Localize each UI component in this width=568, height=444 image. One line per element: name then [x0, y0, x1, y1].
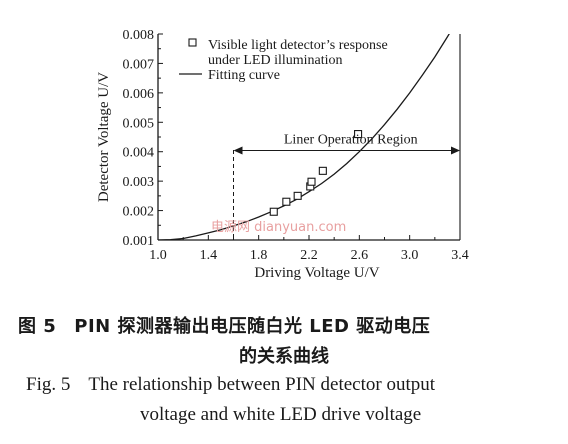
- y-tick-label: 0.005: [123, 116, 155, 131]
- region-arrow-left-head: [233, 146, 243, 155]
- data-point-square: [269, 207, 278, 216]
- caption-english-label: Fig. 5: [26, 374, 71, 395]
- x-tick-label: 1.0: [149, 248, 167, 263]
- y-tick-label: 0.008: [123, 28, 155, 43]
- x-tick-label: 3.4: [451, 248, 469, 263]
- data-point-square: [354, 130, 363, 139]
- data-point-square: [307, 177, 316, 186]
- x-tick-label: 2.6: [351, 248, 369, 263]
- caption-chinese-label: 图 5: [18, 316, 57, 337]
- y-axis-title: Detector Voltage U/V: [96, 72, 112, 202]
- x-axis-title: Driving Voltage U/V: [254, 265, 379, 281]
- data-point-square: [293, 191, 302, 200]
- x-tick-label: 2.2: [300, 248, 318, 263]
- detector-voltage-chart: Liner Operation Region Visible light det…: [96, 28, 469, 281]
- y-tick-label: 0.003: [123, 175, 155, 190]
- y-tick-label: 0.006: [123, 87, 155, 102]
- y-tick-label: 0.004: [123, 146, 155, 161]
- fitting-curve-line: [158, 34, 450, 240]
- legend-label-fit: Fitting curve: [208, 68, 280, 83]
- caption-english-line-1: Fig. 5 The relationship between PIN detec…: [26, 374, 566, 396]
- legend-square-marker: [188, 38, 197, 47]
- legend-label-points-line-2: under LED illumination: [208, 53, 343, 68]
- caption-english-text-1: The relationship between PIN detector ou…: [88, 374, 436, 395]
- caption-chinese-text-1: PIN 探测器输出电压随白光 LED 驱动电压: [74, 316, 431, 337]
- legend-label-points-line-1: Visible light detector’s response: [208, 38, 388, 53]
- watermark-text: 电源网 dianyuan.com: [211, 220, 346, 235]
- caption-chinese-text-2: 的关系曲线: [239, 346, 329, 367]
- caption-english-line-2: voltage and white LED drive voltage: [140, 404, 560, 426]
- data-point-square: [318, 166, 327, 175]
- y-tick-label: 0.002: [123, 205, 155, 220]
- data-point-square: [282, 197, 291, 206]
- caption-english-text-2: voltage and white LED drive voltage: [140, 404, 422, 425]
- caption-chinese-line-2: 的关系曲线: [0, 342, 568, 368]
- x-tick-label: 1.8: [250, 248, 268, 263]
- caption-chinese-line-1: 图 5 PIN 探测器输出电压随白光 LED 驱动电压: [18, 312, 558, 338]
- y-tick-label: 0.001: [123, 234, 155, 249]
- region-arrow-right-head: [451, 146, 460, 155]
- chart-figure: Liner Operation Region Visible light det…: [96, 28, 469, 281]
- x-tick-label: 1.4: [200, 248, 218, 263]
- region-label: Liner Operation Region: [284, 133, 418, 148]
- x-tick-label: 3.0: [401, 248, 419, 263]
- y-tick-label: 0.007: [123, 57, 155, 72]
